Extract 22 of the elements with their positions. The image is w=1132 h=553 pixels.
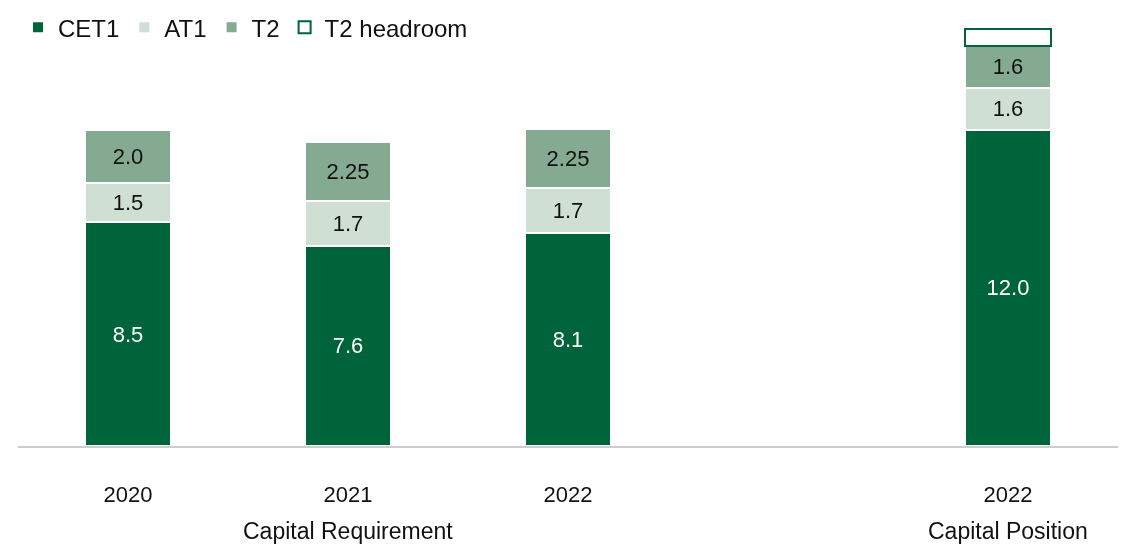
data-label: 2.25 xyxy=(326,158,370,184)
data-label: 1.7 xyxy=(332,210,364,236)
data-label: 7.6 xyxy=(332,333,364,359)
data-label: 2.25 xyxy=(546,145,590,171)
legend-label: CET1 xyxy=(58,14,120,42)
data-label: 1.6 xyxy=(992,96,1024,122)
data-label: 8.5 xyxy=(112,321,144,347)
data-label: 1.5 xyxy=(112,189,144,215)
legend-label: AT1 xyxy=(164,14,207,42)
data-label: 1.6 xyxy=(992,54,1024,80)
x-tick-label: 2021 xyxy=(323,482,373,508)
legend-label: T2 xyxy=(251,14,280,42)
text: Capital Requirement xyxy=(243,518,454,544)
x-tick-label: 2022 xyxy=(983,482,1033,508)
data-label: 12.0 xyxy=(986,275,1030,301)
x-tick-label: 2022 xyxy=(543,482,593,508)
legend-label: T2 headroom xyxy=(324,14,468,42)
data-label: 8.1 xyxy=(552,326,584,352)
data-label: 1.7 xyxy=(552,197,584,223)
x-tick-label: 2020 xyxy=(103,482,153,508)
text: Capital Position xyxy=(928,518,1088,544)
data-label: 2.0 xyxy=(112,143,144,169)
